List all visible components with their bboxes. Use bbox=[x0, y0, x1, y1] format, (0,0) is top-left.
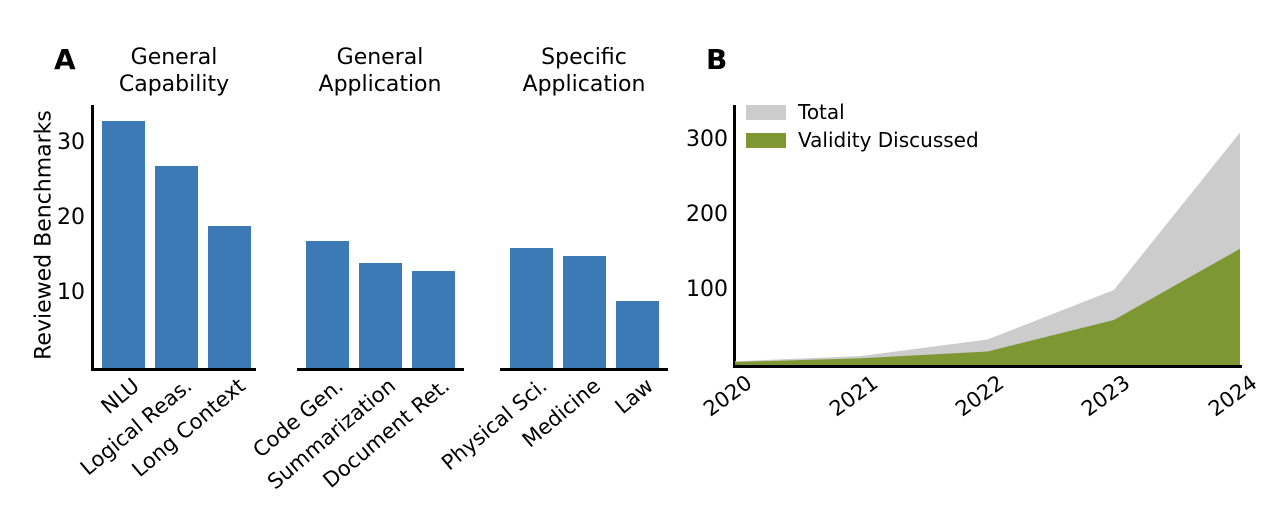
x-tick-anchor: 2024 bbox=[1028, 370, 1261, 421]
x-tick-anchor: 2023 bbox=[902, 370, 1134, 421]
x-tick-anchor: 2020 bbox=[523, 370, 756, 421]
bar bbox=[102, 120, 145, 368]
bar bbox=[208, 225, 251, 368]
legend-row-total: Total bbox=[746, 98, 979, 126]
legend-swatch-validity-discussed bbox=[746, 132, 786, 148]
group-title: General Application bbox=[318, 45, 442, 97]
x-tick-label: 2022 bbox=[951, 370, 1009, 422]
bar bbox=[510, 248, 553, 368]
legend: Total Validity Discussed bbox=[746, 98, 979, 154]
bar bbox=[306, 240, 349, 368]
x-tick-label: 2023 bbox=[1077, 370, 1135, 422]
x-tick-anchor: 2021 bbox=[649, 370, 882, 421]
y-tick-label: 100 bbox=[686, 277, 728, 302]
bar bbox=[412, 270, 455, 368]
x-tick-anchor: 2022 bbox=[776, 370, 1008, 421]
legend-label-total: Total bbox=[798, 100, 845, 124]
panel-a-baseline bbox=[93, 368, 256, 371]
x-tick-label: 2021 bbox=[824, 370, 883, 422]
group-title: General Capability bbox=[118, 45, 230, 97]
y-tick-label: 10 bbox=[57, 280, 85, 305]
group-title: Specific Application bbox=[522, 45, 646, 97]
panel-a-baseline bbox=[500, 368, 668, 371]
x-tick-label: 2024 bbox=[1203, 370, 1261, 422]
panel-a-baseline bbox=[297, 368, 464, 371]
y-tick-label: 30 bbox=[57, 130, 85, 155]
legend-label-validity-discussed: Validity Discussed bbox=[798, 128, 979, 152]
panel-b-left-spine bbox=[733, 105, 736, 368]
legend-swatch-total bbox=[746, 104, 786, 120]
y-tick-label: 20 bbox=[57, 205, 85, 230]
bar bbox=[155, 165, 198, 368]
bar bbox=[359, 263, 402, 368]
x-tick-label: 2020 bbox=[698, 370, 756, 422]
panel-a-left-spine bbox=[91, 105, 94, 371]
area-chart bbox=[735, 132, 1240, 365]
y-tick-label: 200 bbox=[686, 202, 728, 227]
bar bbox=[616, 300, 659, 368]
area-total bbox=[735, 132, 1240, 365]
panel-b-letter: B bbox=[706, 43, 728, 76]
panel-b-bottom-spine bbox=[733, 365, 1242, 368]
bar bbox=[563, 255, 606, 368]
y-tick-label: 300 bbox=[686, 127, 728, 152]
panel-a-letter: A bbox=[54, 43, 76, 76]
area-validity-discussed bbox=[735, 248, 1240, 365]
legend-row-validity-discussed: Validity Discussed bbox=[746, 126, 979, 154]
